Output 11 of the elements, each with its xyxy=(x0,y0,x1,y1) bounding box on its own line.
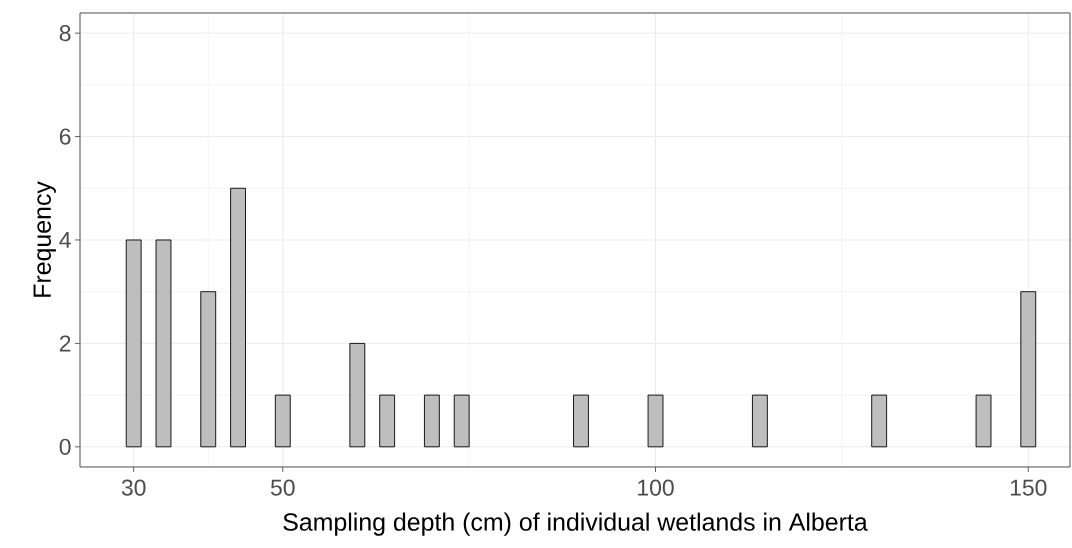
x-axis-title: Sampling depth (cm) of individual wetlands in Alberta xyxy=(283,512,868,536)
x-tick-label: 50 xyxy=(270,479,295,496)
y-tick-label: 0 xyxy=(59,438,71,455)
y-tick-label: 4 xyxy=(59,232,71,248)
y-tick-label: 6 xyxy=(59,128,71,145)
x-tick-label: 30 xyxy=(121,479,146,496)
y-tick-label: 8 xyxy=(59,25,71,42)
x-tick-label: 100 xyxy=(638,479,674,496)
y-tick-label: 2 xyxy=(59,335,71,352)
x-tick-label: 150 xyxy=(1010,479,1047,496)
y-axis-title: Frequency xyxy=(33,181,56,297)
